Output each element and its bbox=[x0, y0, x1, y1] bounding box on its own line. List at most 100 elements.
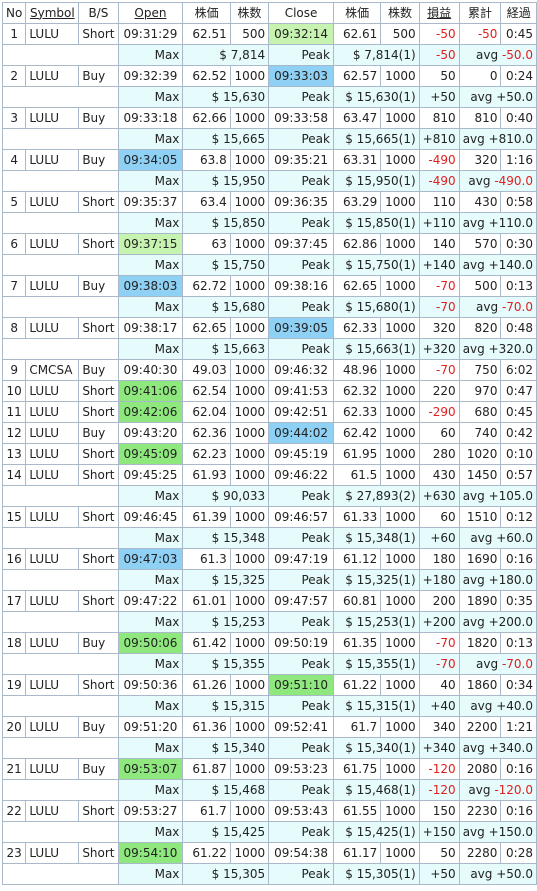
table-row: 14 LULU Short 09:45:25 61.93 1000 09:46:22 61.5… bbox=[1, 464, 537, 486]
trade-close-time: 09:39:05 bbox=[268, 317, 334, 339]
trade-elapsed: 0:48 bbox=[500, 317, 537, 339]
summary-row: Max $ 15,425 Peak $ 15,425(1) +150 avg +150.0 bbox=[2, 821, 537, 843]
summary-max-value: $ 15,355 bbox=[182, 653, 270, 675]
table-row: 20 LULU Buy 09:51:20 61.36 1000 09:52:41 61.7 10… bbox=[1, 716, 537, 738]
table-row: 8 LULU Short 09:38:17 62.65 1000 09:39:05 62.33… bbox=[1, 317, 537, 339]
summary-spacer bbox=[2, 128, 119, 150]
trade-cumulative: 2280 bbox=[458, 842, 502, 864]
summary-peak-value: $ 15,663(1) bbox=[332, 338, 420, 360]
trade-elapsed: 0:24 bbox=[500, 65, 537, 87]
trade-side: Buy bbox=[78, 149, 119, 171]
summary-spacer bbox=[2, 863, 119, 885]
summary-avg: avg +40.0 bbox=[458, 695, 537, 717]
trade-no: 3 bbox=[1, 107, 27, 129]
summary-peak-value: $ 15,850(1) bbox=[332, 212, 420, 234]
trade-symbol: LULU bbox=[25, 149, 80, 171]
trade-close-time: 09:50:19 bbox=[268, 632, 334, 654]
summary-pnl: -70 bbox=[418, 653, 460, 675]
summary-peak-value: $ 15,325(1) bbox=[332, 569, 420, 591]
trade-open-time: 09:42:06 bbox=[117, 401, 184, 423]
summary-pnl: +110 bbox=[418, 212, 460, 234]
header-symbol-sort[interactable]: Symbol bbox=[25, 2, 80, 24]
header-open-sort[interactable]: Open bbox=[117, 2, 184, 24]
summary-avg-value: -50.0 bbox=[501, 47, 533, 62]
summary-pnl: +50 bbox=[418, 86, 460, 108]
trade-close-time: 09:47:19 bbox=[268, 548, 334, 570]
summary-max-value: $ 90,033 bbox=[182, 485, 270, 507]
trade-close-qty: 1000 bbox=[380, 317, 420, 339]
trade-cumulative: 820 bbox=[458, 317, 502, 339]
trade-symbol: LULU bbox=[25, 464, 80, 486]
summary-max-label: Max bbox=[117, 695, 184, 717]
trade-open-time: 09:43:20 bbox=[117, 422, 184, 444]
header-close-price: 株価 bbox=[332, 2, 382, 24]
summary-max-label: Max bbox=[117, 569, 184, 591]
summary-max-label: Max bbox=[117, 779, 184, 801]
trade-open-qty: 1000 bbox=[229, 632, 270, 654]
trade-open-time: 09:33:18 bbox=[117, 107, 184, 129]
trade-open-price: 62.54 bbox=[182, 380, 231, 402]
trade-side: Short bbox=[78, 590, 119, 612]
trade-close-qty: 1000 bbox=[380, 590, 420, 612]
trade-open-time: 09:53:07 bbox=[117, 758, 184, 780]
trade-open-price: 62.51 bbox=[182, 23, 231, 45]
summary-peak-label: Peak bbox=[268, 611, 334, 633]
summary-max-label: Max bbox=[117, 527, 184, 549]
summary-peak-label: Peak bbox=[268, 212, 334, 234]
trade-side: Short bbox=[78, 464, 119, 486]
trade-close-qty: 1000 bbox=[380, 443, 420, 465]
trade-open-qty: 500 bbox=[229, 23, 270, 45]
summary-max-value: $ 15,680 bbox=[182, 296, 270, 318]
trade-cumulative: 1860 bbox=[458, 674, 502, 696]
trade-side: Buy bbox=[78, 758, 119, 780]
trade-cumulative: 1020 bbox=[458, 443, 502, 465]
trade-cumulative: 810 bbox=[458, 107, 502, 129]
trade-open-time: 09:38:03 bbox=[117, 275, 184, 297]
summary-peak-value: $ 15,425(1) bbox=[332, 821, 420, 843]
trade-close-qty: 1000 bbox=[380, 800, 420, 822]
summary-row: Max $ 15,665 Peak $ 15,665(1) +810 avg +810.0 bbox=[2, 128, 537, 150]
trade-cumulative: 1890 bbox=[458, 590, 502, 612]
table-row: 5 LULU Short 09:35:37 63.4 1000 09:36:35 63.29 1… bbox=[1, 191, 537, 213]
trade-close-time: 09:45:19 bbox=[268, 443, 334, 465]
trade-open-price: 63.4 bbox=[182, 191, 231, 213]
header-elapsed: 経過 bbox=[500, 2, 537, 24]
trade-open-time: 09:50:06 bbox=[117, 632, 184, 654]
summary-max-label: Max bbox=[117, 86, 184, 108]
summary-avg-value: +50.0 bbox=[496, 89, 533, 104]
table-row: 18 LULU Buy 09:50:06 61.42 1000 09:50:19 61.35 1… bbox=[1, 632, 537, 654]
summary-avg-label: avg bbox=[462, 488, 489, 503]
trade-elapsed: 0:45 bbox=[500, 401, 537, 423]
trade-close-price: 61.35 bbox=[332, 632, 382, 654]
summary-max-value: $ 15,305 bbox=[182, 863, 270, 885]
trade-no: 18 bbox=[1, 632, 27, 654]
table-row: 22 LULU Short 09:53:27 61.7 1000 09:53:43 61.55… bbox=[1, 800, 537, 822]
trade-cumulative: -50 bbox=[458, 23, 502, 45]
summary-pnl: +630 bbox=[418, 485, 460, 507]
summary-pnl: +200 bbox=[418, 611, 460, 633]
header-pnl-sort[interactable]: 損益 bbox=[418, 2, 460, 24]
trade-no: 2 bbox=[1, 65, 27, 87]
trade-close-time: 09:51:10 bbox=[268, 674, 334, 696]
trade-open-time: 09:34:05 bbox=[117, 149, 184, 171]
trade-symbol: LULU bbox=[25, 632, 80, 654]
summary-peak-value: $ 15,348(1) bbox=[332, 527, 420, 549]
summary-row: Max $ 90,033 Peak $ 27,893(2) +630 avg +105.0 bbox=[2, 485, 537, 507]
trade-close-time: 09:42:51 bbox=[268, 401, 334, 423]
summary-max-label: Max bbox=[117, 128, 184, 150]
trade-elapsed: 0:47 bbox=[500, 380, 537, 402]
summary-max-value: $ 15,425 bbox=[182, 821, 270, 843]
trade-open-qty: 1000 bbox=[229, 65, 270, 87]
trade-close-qty: 1000 bbox=[380, 674, 420, 696]
table-row: 7 LULU Buy 09:38:03 62.72 1000 09:38:16 62.65 10… bbox=[1, 275, 537, 297]
trade-pnl: 140 bbox=[418, 233, 460, 255]
summary-avg: avg +140.0 bbox=[458, 254, 537, 276]
trade-symbol: LULU bbox=[25, 23, 80, 45]
trade-close-qty: 1000 bbox=[380, 107, 420, 129]
summary-peak-value: $ 27,893(2) bbox=[332, 485, 420, 507]
summary-max-label: Max bbox=[117, 485, 184, 507]
summary-avg-value: +140.0 bbox=[488, 257, 533, 272]
summary-max-value: $ 15,468 bbox=[182, 779, 270, 801]
trade-elapsed: 0:16 bbox=[500, 548, 537, 570]
trade-cumulative: 430 bbox=[458, 191, 502, 213]
